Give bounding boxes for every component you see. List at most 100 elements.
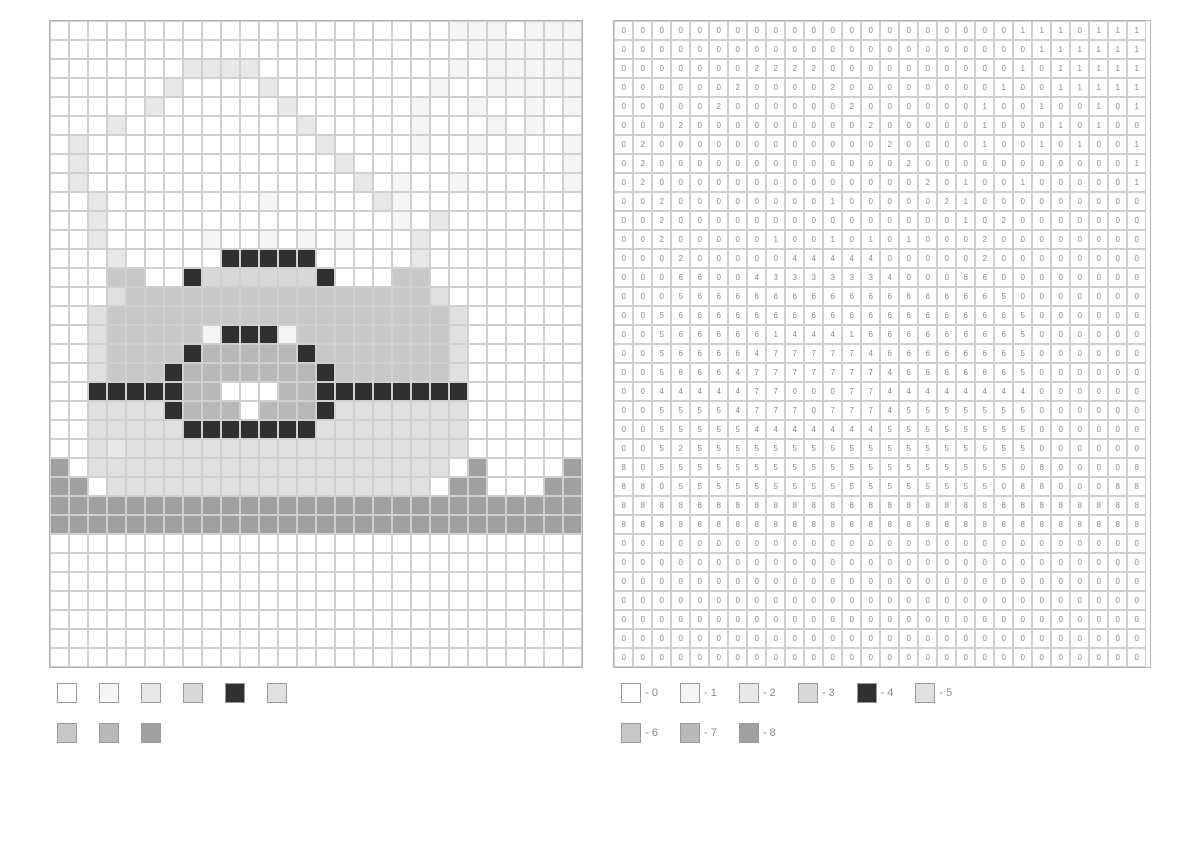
- grid-cell: 0: [1051, 325, 1070, 344]
- grid-cell: [88, 477, 107, 496]
- grid-cell: [88, 306, 107, 325]
- grid-cell: 0: [1127, 382, 1146, 401]
- grid-cell: [297, 439, 316, 458]
- grid-cell: 6: [747, 325, 766, 344]
- grid-cell: 0: [766, 629, 785, 648]
- grid-cell: [392, 458, 411, 477]
- grid-cell: 0: [956, 59, 975, 78]
- grid-cell: [126, 40, 145, 59]
- grid-cell: [259, 325, 278, 344]
- grid-cell: [50, 40, 69, 59]
- grid-cell: [430, 572, 449, 591]
- grid-cell: [392, 363, 411, 382]
- grid-cell: 0: [937, 173, 956, 192]
- grid-cell: [430, 591, 449, 610]
- grid-cell: [563, 439, 582, 458]
- grid-cell: 0: [614, 363, 633, 382]
- grid-cell: 0: [861, 591, 880, 610]
- grid-cell: 4: [899, 382, 918, 401]
- grid-cell: [335, 420, 354, 439]
- grid-cell: [126, 97, 145, 116]
- grid-cell: [183, 363, 202, 382]
- legend-swatch: [621, 723, 641, 743]
- grid-cell: [563, 97, 582, 116]
- grid-cell: [392, 496, 411, 515]
- grid-cell: 0: [747, 553, 766, 572]
- grid-cell: 6: [918, 306, 937, 325]
- grid-cell: 4: [880, 382, 899, 401]
- grid-cell: 0: [994, 572, 1013, 591]
- grid-cell: [69, 135, 88, 154]
- grid-cell: 8: [614, 477, 633, 496]
- grid-cell: [449, 610, 468, 629]
- grid-cell: 6: [804, 287, 823, 306]
- grid-cell: 0: [633, 211, 652, 230]
- grid-cell: [202, 40, 221, 59]
- legend-item: [141, 683, 161, 703]
- grid-cell: 0: [880, 534, 899, 553]
- grid-cell: [183, 325, 202, 344]
- grid-cell: 5: [861, 458, 880, 477]
- grid-cell: 0: [1070, 610, 1089, 629]
- grid-cell: [316, 534, 335, 553]
- grid-cell: [354, 458, 373, 477]
- grid-cell: [69, 78, 88, 97]
- grid-cell: [126, 116, 145, 135]
- grid-cell: 7: [747, 363, 766, 382]
- grid-cell: 0: [1013, 154, 1032, 173]
- grid-cell: [88, 249, 107, 268]
- grid-cell: 0: [1051, 458, 1070, 477]
- grid-cell: [240, 477, 259, 496]
- grid-cell: [183, 382, 202, 401]
- grid-cell: 0: [766, 572, 785, 591]
- legend-swatch: [183, 683, 203, 703]
- grid-cell: 0: [652, 78, 671, 97]
- grid-cell: [107, 21, 126, 40]
- grid-cell: [183, 306, 202, 325]
- legend-label: - 1: [704, 687, 717, 699]
- grid-cell: 0: [804, 173, 823, 192]
- grid-cell: 8: [1089, 496, 1108, 515]
- grid-cell: [316, 439, 335, 458]
- grid-cell: [449, 553, 468, 572]
- grid-cell: [354, 420, 373, 439]
- grid-cell: [126, 363, 145, 382]
- grid-cell: 0: [633, 591, 652, 610]
- grid-cell: [278, 477, 297, 496]
- grid-cell: 0: [842, 78, 861, 97]
- grid-cell: [373, 230, 392, 249]
- grid-cell: [50, 648, 69, 667]
- grid-cell: 4: [690, 382, 709, 401]
- grid-cell: 0: [994, 629, 1013, 648]
- grid-cell: 4: [785, 325, 804, 344]
- grid-cell: 0: [1070, 306, 1089, 325]
- grid-cell: [411, 306, 430, 325]
- legend-label: - 7: [704, 727, 717, 739]
- grid-cell: [487, 97, 506, 116]
- grid-cell: 0: [823, 553, 842, 572]
- grid-cell: 0: [709, 135, 728, 154]
- grid-cell: 1: [1127, 173, 1146, 192]
- grid-cell: [145, 363, 164, 382]
- grid-cell: 0: [880, 97, 899, 116]
- grid-cell: [221, 572, 240, 591]
- grid-cell: 0: [880, 230, 899, 249]
- grid-cell: [354, 515, 373, 534]
- grid-cell: 0: [880, 211, 899, 230]
- grid-cell: 0: [994, 154, 1013, 173]
- grid-cell: [297, 401, 316, 420]
- grid-cell: 7: [842, 363, 861, 382]
- grid-cell: [563, 515, 582, 534]
- grid-cell: [221, 401, 240, 420]
- grid-cell: 0: [937, 59, 956, 78]
- grid-cell: 0: [861, 59, 880, 78]
- grid-cell: 0: [1070, 553, 1089, 572]
- grid-cell: 5: [1013, 363, 1032, 382]
- grid-cell: 7: [823, 363, 842, 382]
- grid-cell: 1: [956, 192, 975, 211]
- grid-cell: 8: [975, 515, 994, 534]
- grid-cell: 5: [937, 420, 956, 439]
- grid-cell: 0: [633, 553, 652, 572]
- grid-cell: [126, 344, 145, 363]
- grid-cell: 0: [1108, 382, 1127, 401]
